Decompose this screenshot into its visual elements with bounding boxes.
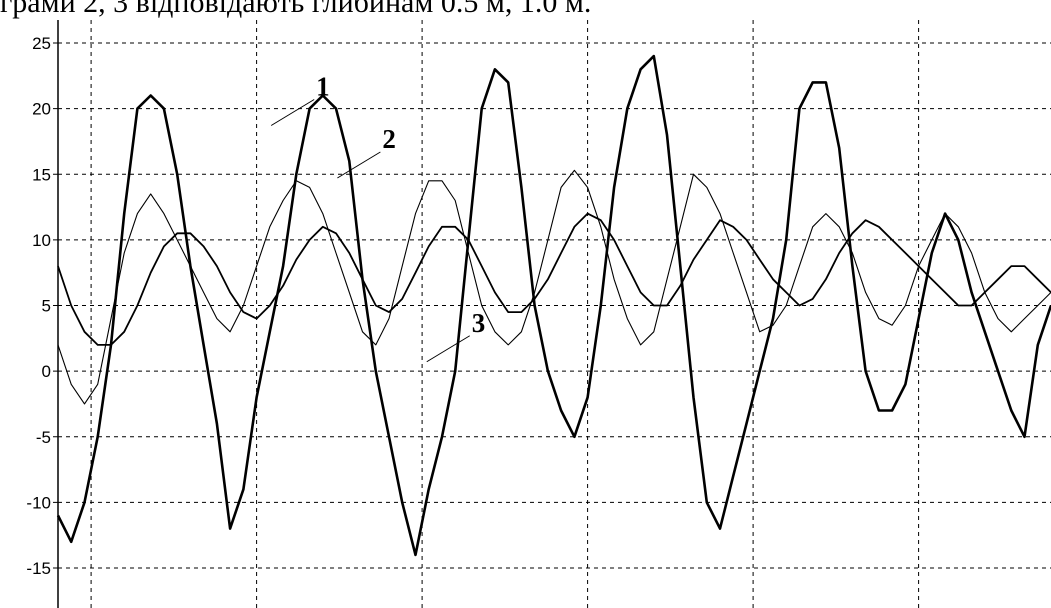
series-line-2 [57,169,1051,405]
y-tick-label: 5 [42,297,51,316]
caption-fragment: грами 2, 3 відповідають глибинам 0.5 м, … [0,0,592,19]
y-tick-label: -5 [36,428,51,447]
y-tick-label: 0 [42,362,51,381]
y-tick-label: -15 [26,559,51,578]
series-line-1 [56,54,1051,557]
curve-label-leader [426,335,471,363]
curve-label-2: 2 [382,124,396,154]
series-line-3 [57,212,1051,346]
curve-label-3: 3 [472,308,486,338]
y-tick-label: 10 [32,231,51,250]
curve-label-leader [337,151,381,179]
y-axis-tick-labels: 25 20 15 10 5 0 -5 -10 -15 [26,34,51,578]
y-tick-label: 15 [32,165,51,184]
curve-labels: 1 2 3 [270,72,486,363]
curve-label-1: 1 [316,72,330,102]
y-tick-label: 20 [32,100,51,119]
grid-lines [53,20,1051,608]
series-lines [56,54,1051,557]
curve-label-leader [270,99,315,126]
y-tick-label: -10 [26,493,51,512]
y-tick-label: 25 [32,34,51,53]
